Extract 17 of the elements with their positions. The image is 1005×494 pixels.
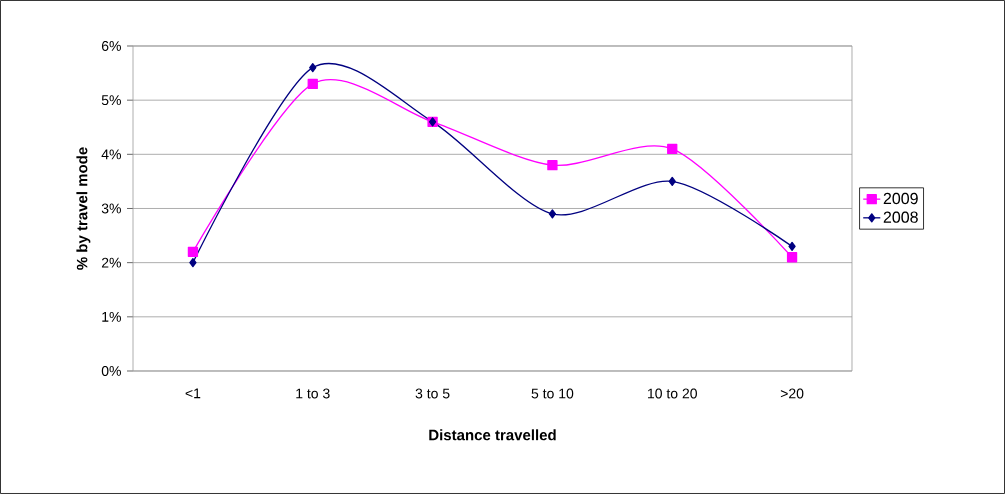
y-tick-label: 4% bbox=[101, 149, 121, 160]
x-tick-label: 10 to 20 bbox=[648, 388, 697, 399]
x-tick-label: 5 to 10 bbox=[531, 388, 574, 399]
y-tick-label: 1% bbox=[102, 311, 121, 322]
x-tick-label: >20 bbox=[780, 388, 804, 399]
y-tick-label: 6% bbox=[101, 41, 121, 51]
x-tick-label: 1 to 3 bbox=[296, 388, 330, 399]
y-axis-title: % by travel mode bbox=[76, 147, 91, 270]
x-axis-title: Distance travelled bbox=[429, 429, 556, 441]
y-tick-label: 5% bbox=[101, 95, 121, 106]
x-tick-label: 3 to 5 bbox=[415, 388, 450, 399]
y-tick-label: 0% bbox=[101, 366, 121, 376]
y-tick-label: 3% bbox=[101, 203, 121, 214]
legend-label: 2009 bbox=[883, 192, 918, 205]
legend-label: 2008 bbox=[883, 211, 918, 223]
y-tick-label: 2% bbox=[101, 257, 121, 268]
x-tick-label: <1 bbox=[185, 388, 201, 399]
